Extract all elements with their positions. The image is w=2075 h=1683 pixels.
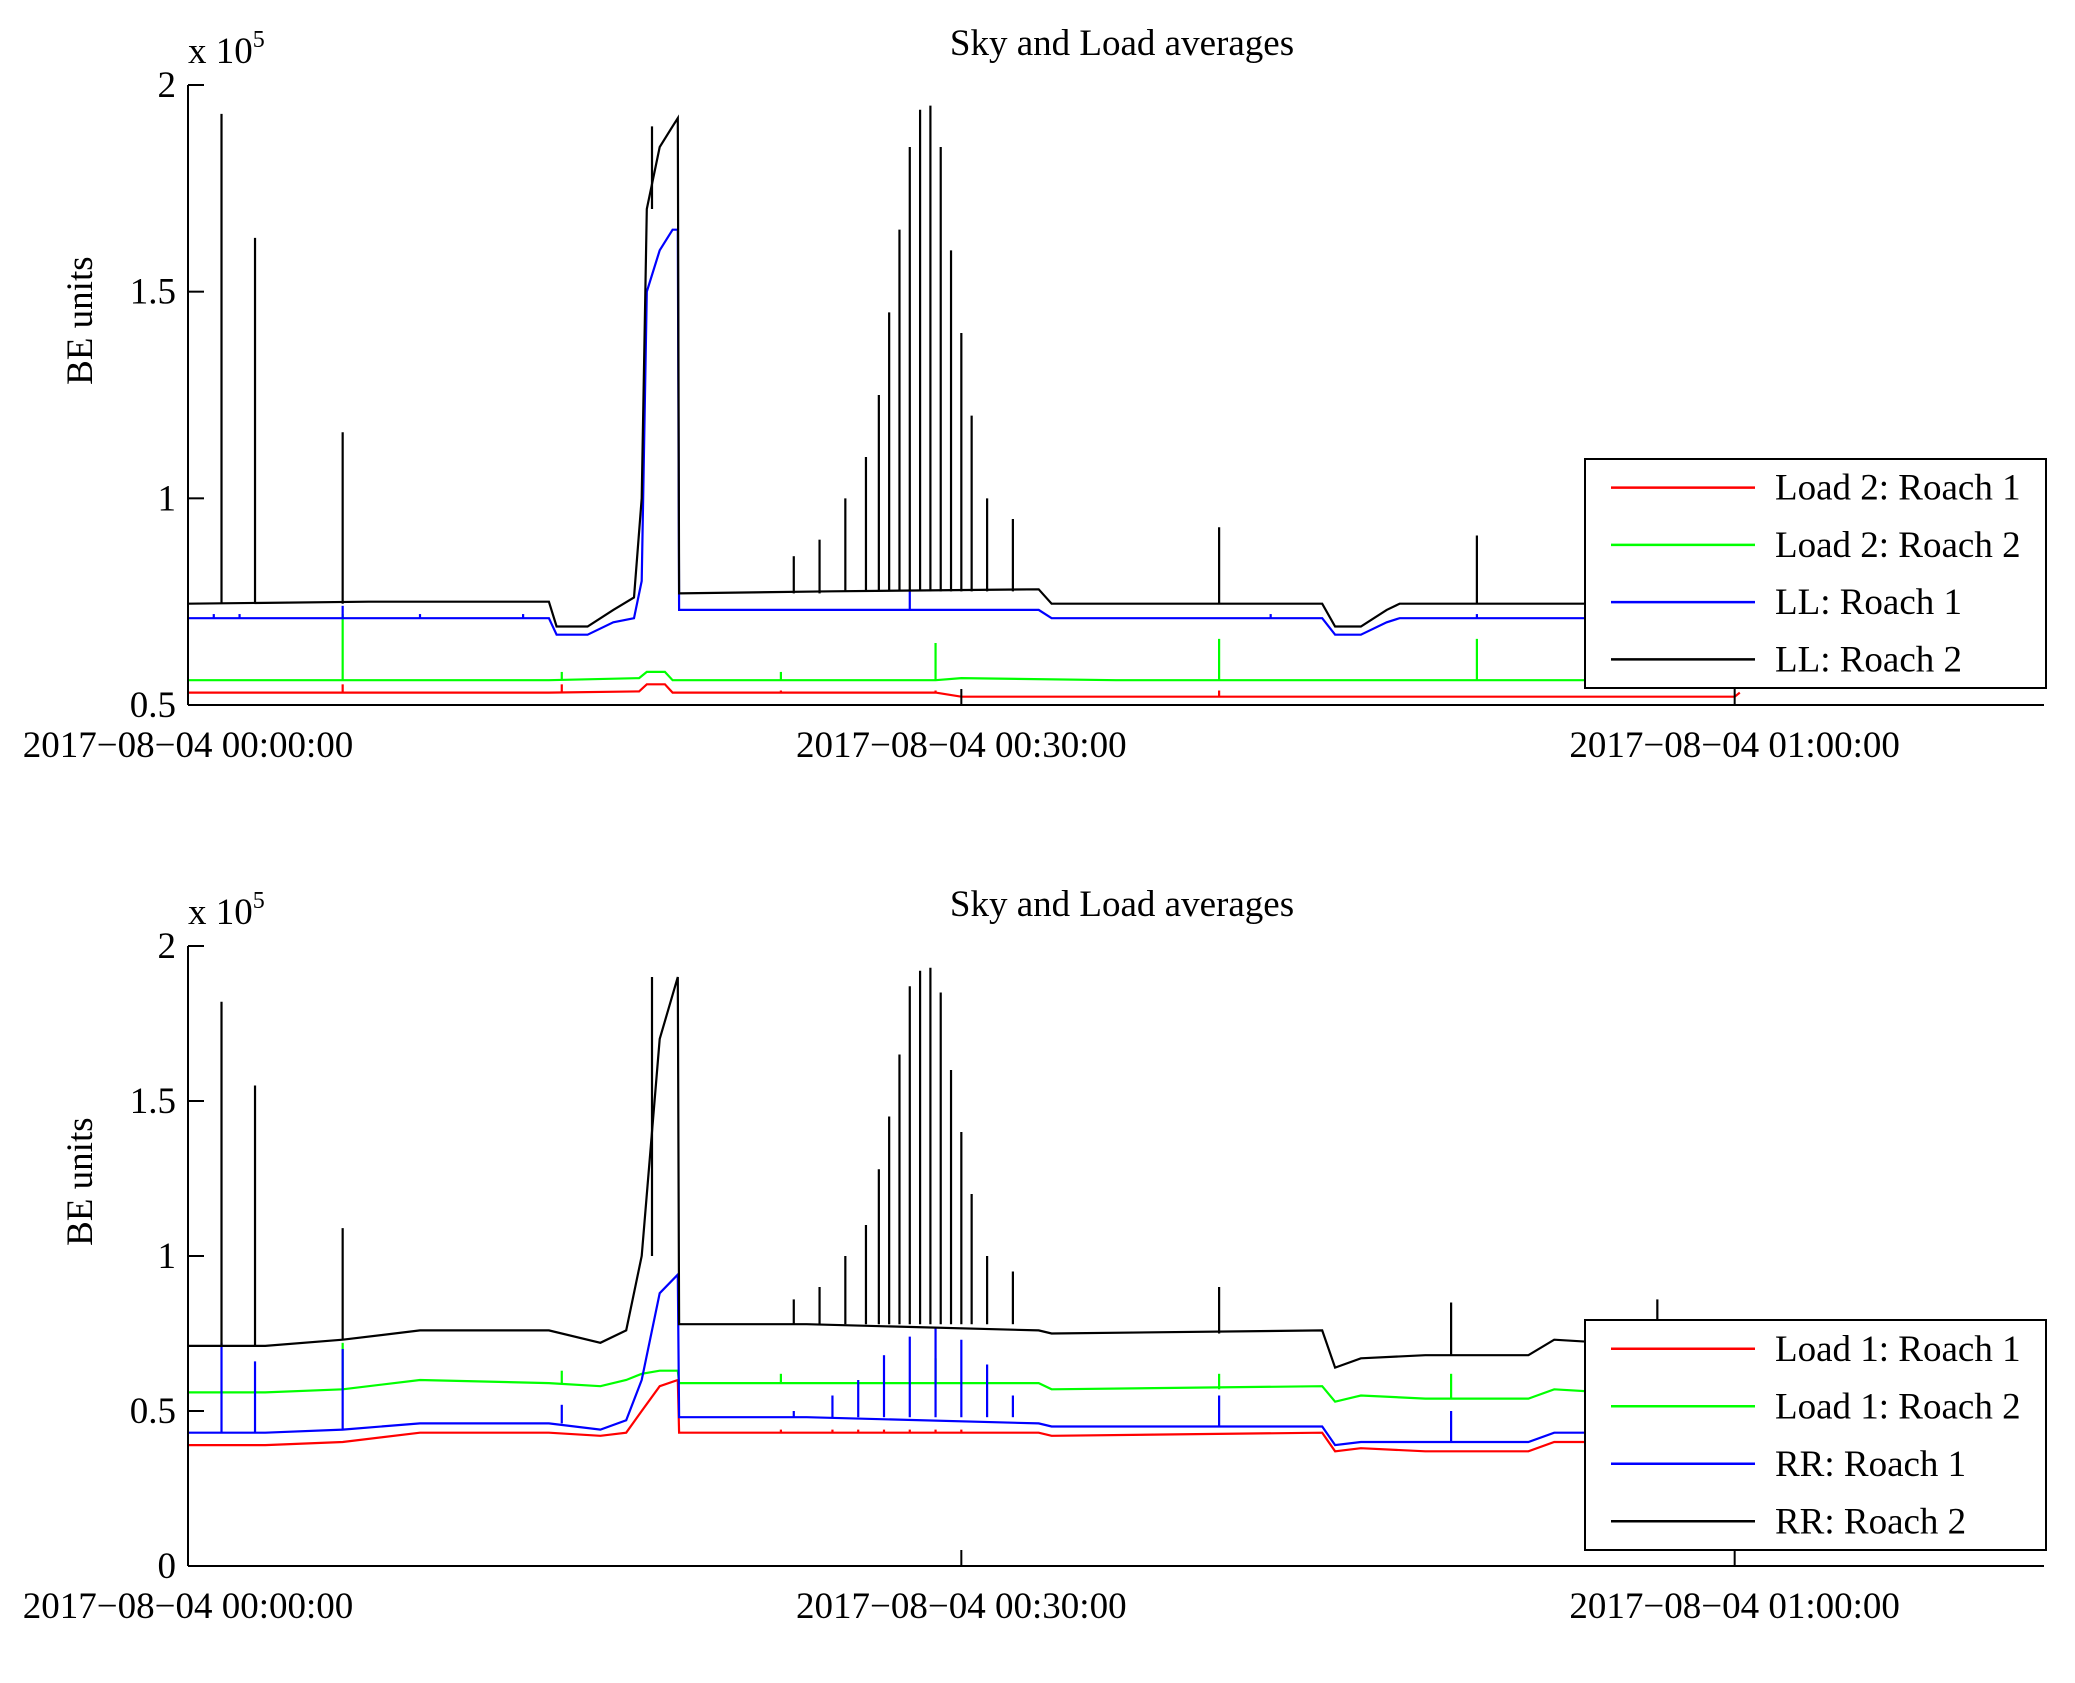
- series-4: [188, 105, 1740, 628]
- legend: Load 2: Roach 1 Load 2: Roach 2 LL: Roach …: [1584, 458, 2047, 689]
- legend-item: Load 2: Roach 2: [1611, 525, 2021, 566]
- series-line: [188, 114, 1740, 628]
- series-line: [188, 1369, 1740, 1403]
- x-tick-label: 2017−08−04 01:00:00: [1569, 1586, 1900, 1627]
- legend-label: RR: Roach 2: [1775, 1501, 1966, 1542]
- y-tick-label: 2: [158, 65, 177, 106]
- plot-area: [188, 105, 1741, 698]
- y-tick-label: 0: [158, 1546, 177, 1587]
- series-line: [188, 683, 1741, 698]
- legend-label: Load 1: Roach 2: [1775, 1386, 2021, 1427]
- x-tick-label: 2017−08−04 00:00:00: [23, 725, 354, 766]
- y-axis-label: BE units: [60, 1117, 101, 1246]
- series-line: [188, 670, 1740, 682]
- series-4: [188, 967, 1740, 1370]
- series-line: [188, 1378, 1740, 1453]
- y-tick-label: 0.5: [130, 1391, 176, 1432]
- y-tick-label: 1: [158, 1236, 177, 1277]
- series-line: [188, 228, 1740, 636]
- legend-item: RR: Roach 2: [1611, 1501, 1966, 1542]
- legend-item: LL: Roach 2: [1611, 639, 1962, 680]
- y-tick-label: 1.5: [130, 1081, 176, 1122]
- legend-label: RR: Roach 1: [1775, 1444, 1966, 1485]
- axes: 0 0.5 1 1.5 2 2017−08−04 00:00:00 2017−08−04 0…: [23, 926, 2044, 1627]
- legend-label: LL: Roach 1: [1775, 582, 1962, 623]
- legend-label: Load 2: Roach 1: [1775, 468, 2021, 509]
- chart-panel-top: Sky and Load averages BE units x 105 0.5…: [23, 23, 2047, 766]
- y-axis-scale-label: x 105: [188, 27, 265, 72]
- y-tick-label: 1.5: [130, 272, 176, 313]
- y-axis-scale-base: x 10: [188, 31, 253, 72]
- series-line: [188, 976, 1740, 1370]
- legend-item: Load 1: Roach 2: [1611, 1386, 2021, 1427]
- y-tick-label: 0.5: [130, 685, 176, 726]
- legend-label: Load 1: Roach 1: [1775, 1329, 2021, 1370]
- y-axis-scale-base: x 10: [188, 892, 253, 933]
- legend-item: RR: Roach 1: [1611, 1444, 1966, 1485]
- chart-panel-bottom: Sky and Load averages BE units x 105 0 0.…: [23, 884, 2047, 1627]
- legend-box: [1584, 1319, 2047, 1551]
- legend-item: Load 1: Roach 1: [1611, 1329, 2021, 1370]
- plot-area: [188, 967, 1740, 1453]
- y-tick-label: 1: [158, 478, 177, 519]
- x-tick-label: 2017−08−04 00:00:00: [23, 1586, 354, 1627]
- legend: Load 1: Roach 1 Load 1: Roach 2 RR: Roach …: [1584, 1319, 2047, 1551]
- series-line: [188, 1271, 1740, 1447]
- y-axis-scale-exponent: 5: [253, 27, 265, 53]
- y-axis-label: BE units: [60, 256, 101, 385]
- chart-title: Sky and Load averages: [950, 23, 1294, 64]
- legend-box: [1584, 458, 2047, 689]
- y-tick-label: 2: [158, 926, 177, 967]
- x-tick-label: 2017−08−04 00:30:00: [796, 1586, 1127, 1627]
- series-3: [188, 1271, 1740, 1447]
- series-2: [188, 1342, 1740, 1403]
- legend-label: LL: Roach 2: [1775, 639, 1962, 680]
- y-axis-scale-label: x 105: [188, 888, 265, 933]
- y-axis-scale-exponent: 5: [253, 888, 265, 914]
- series-3: [188, 228, 1740, 636]
- series-1: [188, 1378, 1740, 1453]
- series-2: [188, 614, 1740, 682]
- legend-item: Load 2: Roach 1: [1611, 468, 2021, 509]
- x-tick-label: 2017−08−04 00:30:00: [796, 725, 1127, 766]
- chart-title: Sky and Load averages: [950, 884, 1294, 925]
- series-1: [188, 683, 1741, 698]
- legend-item: LL: Roach 1: [1611, 582, 1962, 623]
- x-tick-label: 2017−08−04 01:00:00: [1569, 725, 1900, 766]
- axes: 0.5 1 1.5 2 2017−08−04 00:00:00 2017−08−04 00…: [23, 65, 2044, 766]
- legend-label: Load 2: Roach 2: [1775, 525, 2021, 566]
